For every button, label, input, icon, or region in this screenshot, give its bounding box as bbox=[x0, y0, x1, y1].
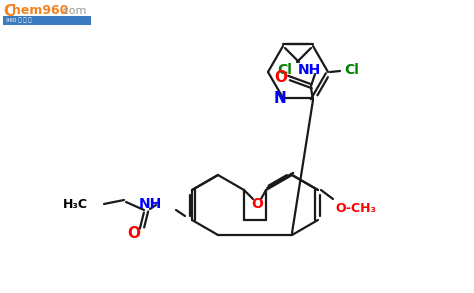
Text: O: O bbox=[251, 197, 263, 211]
Text: hem960: hem960 bbox=[12, 4, 68, 18]
FancyBboxPatch shape bbox=[1, 0, 96, 17]
Text: O-CH₃: O-CH₃ bbox=[336, 202, 376, 214]
Text: N: N bbox=[273, 91, 286, 106]
Text: NH: NH bbox=[297, 63, 320, 77]
Bar bbox=[3, 16, 91, 25]
Text: .com: .com bbox=[60, 6, 87, 16]
Text: C: C bbox=[3, 4, 14, 18]
Text: H₃C: H₃C bbox=[63, 197, 88, 210]
Text: O: O bbox=[128, 226, 140, 241]
Text: Cl: Cl bbox=[345, 63, 359, 77]
Text: NH: NH bbox=[139, 197, 162, 211]
Text: 960 化 工 网: 960 化 工 网 bbox=[6, 17, 31, 23]
Text: O: O bbox=[274, 69, 288, 84]
Text: Cl: Cl bbox=[278, 63, 292, 77]
